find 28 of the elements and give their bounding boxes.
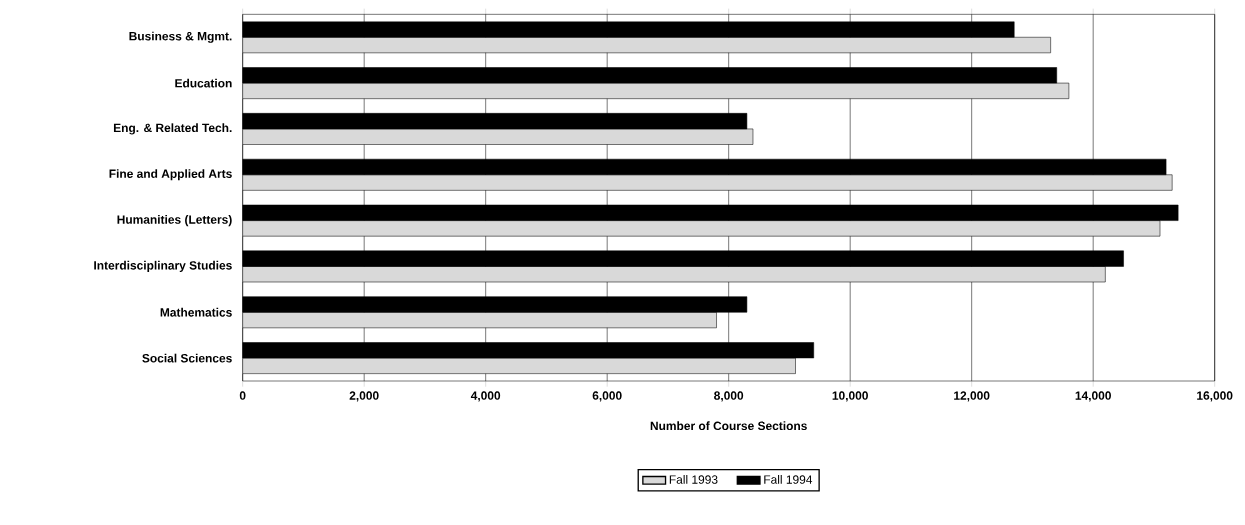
y-tick-label: Eng. & Related Tech. bbox=[113, 123, 232, 135]
bar bbox=[242, 220, 1161, 237]
y-tick-label: Social Sciences bbox=[142, 353, 232, 363]
x-axis-title: Number of Course Sections bbox=[650, 421, 807, 431]
legend-label: Fall 1993 bbox=[669, 474, 718, 484]
x-tick-label: 0 bbox=[239, 391, 246, 400]
bar bbox=[242, 174, 1173, 191]
bar bbox=[242, 311, 717, 329]
bar bbox=[242, 36, 1051, 54]
x-tick-label: 4,000 bbox=[470, 391, 501, 402]
x-tick-label: 10,000 bbox=[832, 391, 868, 402]
y-tick-label: Mathematics bbox=[160, 307, 232, 317]
y-tick-label: Fine and Applied Arts bbox=[109, 169, 232, 181]
x-tick-label: 16,000 bbox=[1197, 391, 1233, 402]
x-tick-label: 12,000 bbox=[954, 391, 990, 402]
y-tick-label: Interdisciplinary Studies bbox=[94, 260, 232, 272]
legend-label: Fall 1994 bbox=[764, 474, 813, 484]
x-tick-label: 6,000 bbox=[592, 391, 622, 402]
y-tick-label: Humanities (Letters) bbox=[117, 215, 232, 227]
y-tick-label: Education bbox=[175, 78, 232, 88]
bar bbox=[242, 82, 1070, 99]
bar bbox=[242, 357, 796, 374]
x-tick-label: 2,000 bbox=[349, 391, 379, 402]
bar bbox=[242, 128, 754, 145]
y-tick-label: Business & Mgmt. bbox=[129, 31, 232, 43]
bar bbox=[242, 266, 1106, 283]
x-tick-label: 14,000 bbox=[1075, 391, 1111, 402]
x-tick-label: 8,000 bbox=[714, 391, 744, 402]
